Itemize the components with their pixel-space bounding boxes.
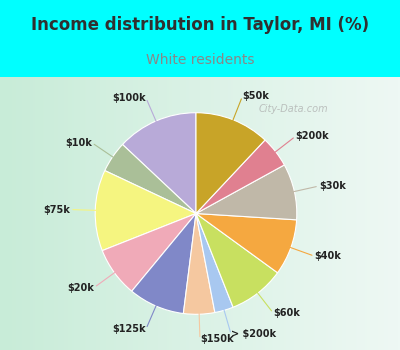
Wedge shape [183, 214, 215, 314]
Text: $200k: $200k [296, 131, 329, 141]
Text: City-Data.com: City-Data.com [258, 104, 328, 114]
Wedge shape [95, 170, 196, 251]
Text: $150k: $150k [200, 335, 234, 344]
Wedge shape [196, 214, 233, 313]
Wedge shape [196, 165, 297, 220]
Text: $40k: $40k [314, 251, 342, 261]
Text: Income distribution in Taylor, MI (%): Income distribution in Taylor, MI (%) [31, 16, 369, 34]
Wedge shape [196, 214, 297, 273]
Text: $100k: $100k [112, 93, 146, 103]
Wedge shape [132, 214, 196, 314]
Wedge shape [102, 214, 196, 291]
Wedge shape [196, 140, 284, 214]
Text: $125k: $125k [112, 324, 146, 334]
Text: $30k: $30k [319, 181, 346, 191]
Wedge shape [105, 145, 196, 214]
Text: $10k: $10k [65, 138, 92, 148]
Text: $60k: $60k [273, 308, 300, 318]
Text: White residents: White residents [146, 53, 254, 67]
Text: $20k: $20k [67, 282, 94, 293]
Text: > $200k: > $200k [231, 329, 276, 340]
Wedge shape [196, 113, 265, 214]
Text: $75k: $75k [43, 204, 70, 215]
Text: $50k: $50k [242, 91, 269, 102]
Wedge shape [122, 113, 196, 214]
Wedge shape [196, 214, 278, 307]
